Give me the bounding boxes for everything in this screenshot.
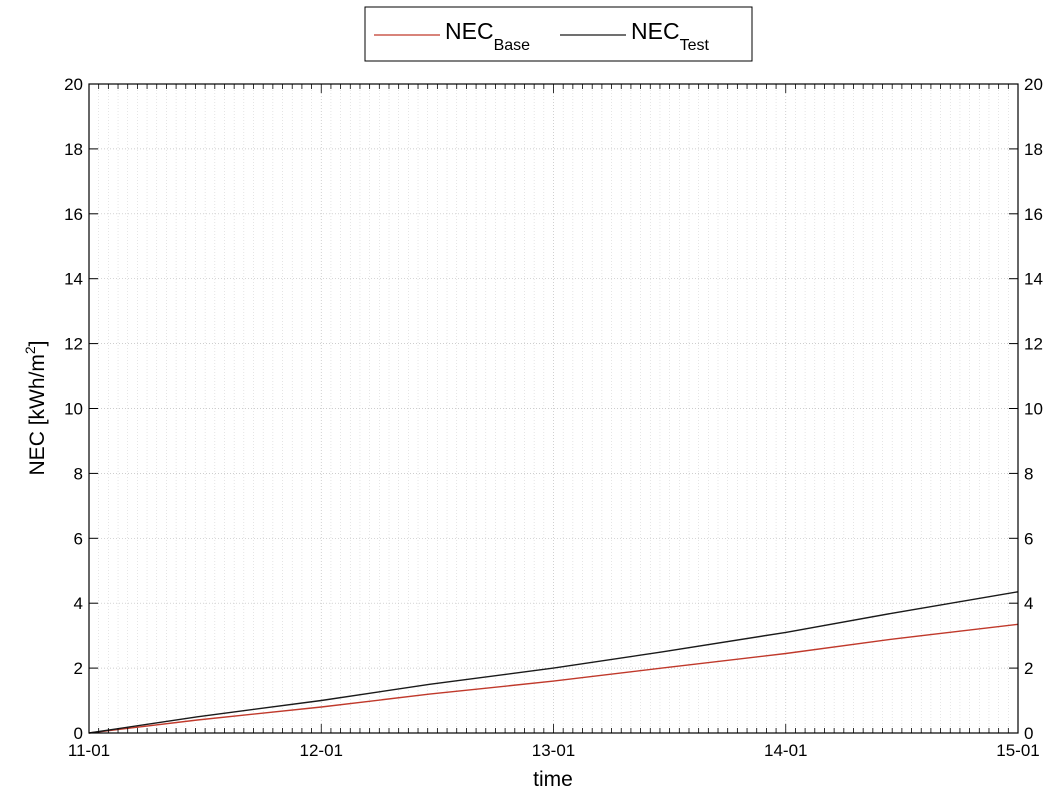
x-tick-label: 14-01: [764, 741, 807, 760]
y-axis-title-end: ]: [26, 341, 49, 347]
y-tick-label-right: 6: [1024, 529, 1033, 548]
legend-label-test-main: NEC: [631, 18, 680, 44]
y-tick-label: 20: [64, 75, 83, 94]
y-tick-label-right: 8: [1024, 464, 1033, 483]
y-tick-label: 2: [74, 659, 83, 678]
x-tick-label: 13-01: [532, 741, 575, 760]
series-line-test: [88, 591, 1019, 734]
legend-label-base: NECBase: [445, 18, 530, 54]
y-tick-label: 14: [64, 270, 83, 289]
y-tick-label: 4: [74, 594, 83, 613]
y-tick-label: 10: [64, 400, 83, 419]
axis-ticks: [88, 83, 1019, 734]
y-tick-label-right: 10: [1024, 400, 1043, 419]
y-tick-label-right: 4: [1024, 594, 1033, 613]
legend-box: [364, 6, 753, 62]
legend: NECBase NECTest: [364, 6, 753, 62]
x-tick-labels: 11-01 12-01 13-01 14-01 15-01: [68, 741, 1040, 760]
y-tick-label-right: 14: [1024, 270, 1043, 289]
y-tick-labels-right: 0 2 4 6 8 10 12 14 16 18 20: [1024, 75, 1043, 743]
series-lines: [88, 591, 1019, 734]
x-tick-label: 15-01: [996, 741, 1039, 760]
y-tick-label: 16: [64, 205, 83, 224]
legend-label-test-sub: Test: [680, 37, 710, 54]
y-tick-label: 8: [74, 464, 83, 483]
y-axis-title: NEC [kWh/m2]: [22, 341, 49, 476]
y-tick-label: 18: [64, 140, 83, 159]
y-tick-label-right: 20: [1024, 75, 1043, 94]
legend-label-test: NECTest: [631, 18, 709, 54]
y-tick-labels-left: 0 2 4 6 8 10 12 14 16 18 20: [64, 75, 83, 743]
y-tick-label-right: 16: [1024, 205, 1043, 224]
y-axis-title-sup: 2: [22, 346, 38, 354]
x-axis-title: time: [533, 768, 573, 791]
y-axis-title-main: NEC [kWh/m: [26, 354, 49, 475]
legend-label-base-sub: Base: [494, 37, 531, 54]
legend-label-base-main: NEC: [445, 18, 494, 44]
y-tick-label: 12: [64, 335, 83, 354]
y-tick-label-right: 18: [1024, 140, 1043, 159]
y-tick-label-right: 12: [1024, 335, 1043, 354]
x-tick-label: 12-01: [300, 741, 343, 760]
series-line-base: [88, 623, 1019, 734]
y-tick-label: 6: [74, 529, 83, 548]
x-tick-label: 11-01: [68, 741, 110, 760]
y-tick-label-right: 0: [1024, 724, 1033, 743]
y-tick-label-right: 2: [1024, 659, 1033, 678]
y-tick-label: 0: [74, 724, 83, 743]
